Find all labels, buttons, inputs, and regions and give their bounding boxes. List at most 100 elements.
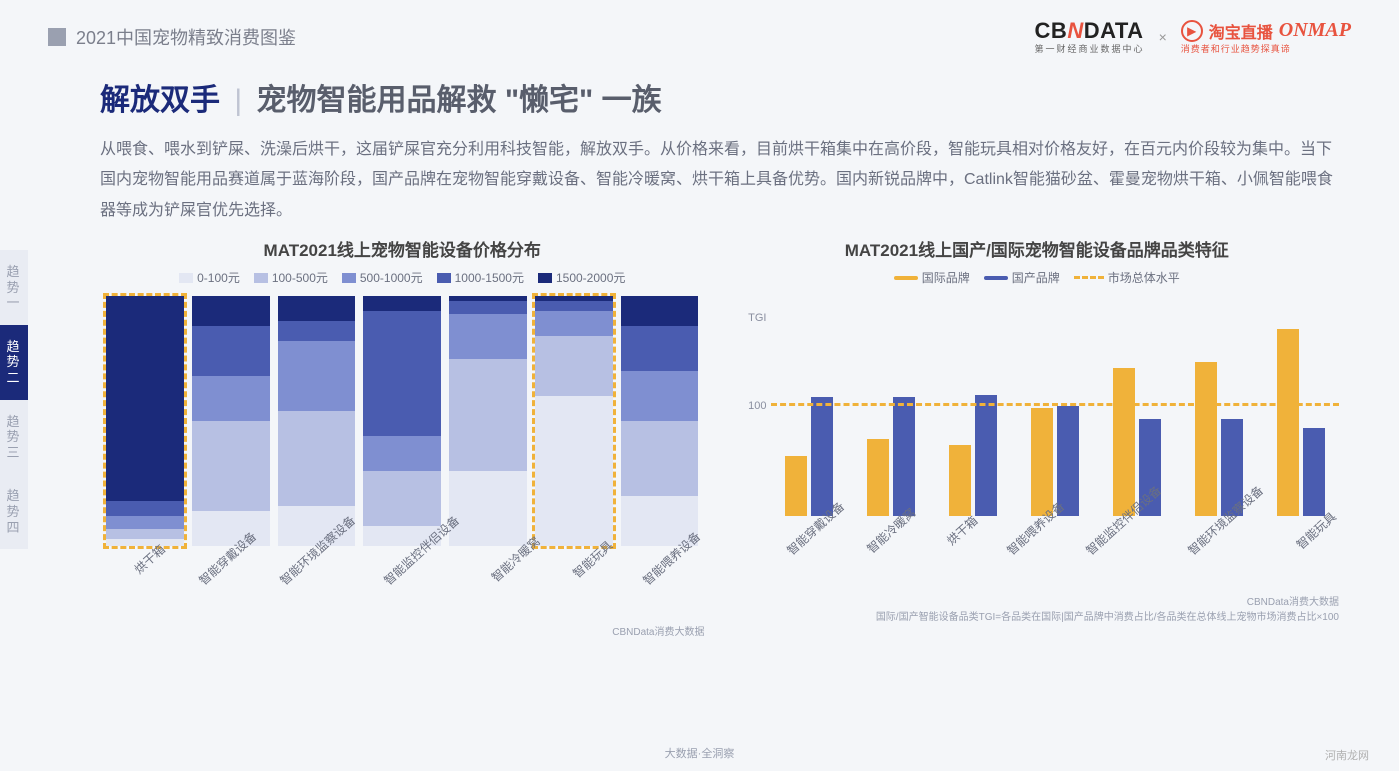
legend-swatch	[538, 273, 552, 283]
sidetab-3[interactable]: 趋势四	[0, 474, 28, 549]
legend-swatch	[984, 276, 1008, 280]
bar-domestic	[1057, 406, 1079, 516]
bar-intl	[1195, 362, 1217, 516]
legend-label: 1500-2000元	[556, 269, 625, 286]
bar-group	[1099, 296, 1175, 516]
logo1-pre: CB	[1035, 18, 1068, 43]
bar-segment	[449, 359, 527, 472]
logo-separator: ×	[1159, 29, 1167, 45]
right-chart-legend: 国际品牌 国产品牌 市场总体水平	[735, 269, 1340, 286]
sidetab-1[interactable]: 趋势二	[0, 325, 28, 400]
title-blue: 解放双手	[100, 84, 220, 117]
right-chart-title: MAT2021线上国产/国际宠物智能设备品牌品类特征	[735, 236, 1340, 261]
logo1-post: DATA	[1084, 18, 1144, 43]
bar-segment	[535, 396, 613, 546]
logo1-n: N	[1067, 18, 1083, 43]
left-chart-source: CBNData消费大数据	[100, 625, 705, 640]
bar-intl	[1277, 329, 1299, 516]
stacked-column	[449, 296, 527, 546]
right-chart-note: 国际/国产智能设备品类TGI=各品类在国际|国产品牌中消费占比/各品类在总体线上…	[876, 612, 1339, 623]
title-grey: 宠物智能用品解救 "懒宅" 一族	[256, 84, 661, 117]
header-square-icon	[48, 28, 66, 46]
header-logos: CBNDATA 第一财经商业数据中心 × ▶ 淘宝直播 ONMAP 消费者和行业…	[1035, 18, 1351, 55]
legend-label: 0-100元	[197, 269, 240, 286]
bar-segment	[278, 341, 356, 411]
page-header: 2021中国宠物精致消费图鉴 CBNDATA 第一财经商业数据中心 × ▶ 淘宝…	[0, 0, 1399, 63]
legend-label: 市场总体水平	[1108, 269, 1180, 286]
legend-item: 1500-2000元	[538, 269, 625, 286]
legend-label: 100-500元	[272, 269, 328, 286]
title-sep: |	[234, 84, 242, 117]
bar-segment	[278, 296, 356, 321]
main-title: 解放双手 | 宠物智能用品解救 "懒宅" 一族	[100, 75, 1339, 119]
legend-item: 1000-1500元	[437, 269, 524, 286]
legend-item: 国产品牌	[984, 269, 1060, 286]
bar-segment	[621, 326, 699, 371]
right-chart-yaxis: TGI 100	[735, 296, 771, 516]
side-tabs: 趋势一趋势二趋势三趋势四	[0, 250, 28, 549]
baseline-marker	[771, 403, 1340, 406]
bar-segment	[192, 421, 270, 511]
bar-segment	[106, 296, 184, 501]
bar-domestic	[893, 397, 915, 516]
logo2-en: ONMAP	[1279, 19, 1351, 42]
bar-segment	[535, 336, 613, 396]
bar-segment	[449, 471, 527, 546]
bar-group	[1181, 296, 1257, 516]
bar-segment	[535, 311, 613, 336]
cbndata-logo: CBNDATA 第一财经商业数据中心	[1035, 18, 1145, 55]
bar-group	[1263, 296, 1339, 516]
legend-item: 0-100元	[179, 269, 240, 286]
stacked-column	[106, 296, 184, 546]
bar-intl	[949, 445, 971, 517]
bar-segment	[449, 301, 527, 314]
onmap-logo: ▶ 淘宝直播 ONMAP 消费者和行业趋势探真谛	[1181, 19, 1351, 55]
legend-item: 100-500元	[254, 269, 328, 286]
bar-segment	[363, 311, 441, 436]
bar-segment	[192, 326, 270, 376]
legend-label: 1000-1500元	[455, 269, 524, 286]
stacked-column	[278, 296, 356, 546]
legend-item: 国际品牌	[894, 269, 970, 286]
bar-intl	[785, 456, 807, 517]
y-axis-label: 100	[748, 400, 766, 412]
left-chart-legend: 0-100元 100-500元 500-1000元 1000-1500元 1500-20…	[100, 269, 705, 286]
bar-segment	[621, 296, 699, 326]
page-footer: 大数据·全洞察	[0, 745, 1399, 761]
left-chart: MAT2021线上宠物智能设备价格分布 0-100元 100-500元 500-10…	[100, 236, 705, 640]
bar-domestic	[1303, 428, 1325, 516]
bar-segment	[535, 301, 613, 311]
bar-segment	[621, 421, 699, 496]
doc-title: 2021中国宠物精致消费图鉴	[76, 24, 296, 50]
sidetab-0[interactable]: 趋势一	[0, 250, 28, 325]
right-chart-xlabels: 智能穿戴设备智能冷暖窝烘干箱智能喂养设备智能监控伴侣设备智能环境监察设备智能玩具	[735, 522, 1340, 539]
taobao-icon: ▶	[1181, 20, 1203, 42]
bar-group	[853, 296, 929, 516]
legend-swatch	[342, 273, 356, 283]
left-chart-title: MAT2021线上宠物智能设备价格分布	[100, 236, 705, 261]
legend-label: 500-1000元	[360, 269, 423, 286]
bar-intl	[1031, 408, 1053, 516]
charts-row: MAT2021线上宠物智能设备价格分布 0-100元 100-500元 500-10…	[100, 236, 1339, 640]
bar-segment	[106, 501, 184, 516]
bar-segment	[363, 436, 441, 471]
left-chart-plot	[100, 296, 705, 546]
bar-segment	[192, 376, 270, 421]
stacked-column	[621, 296, 699, 546]
legend-label: 国际品牌	[922, 269, 970, 286]
right-chart-source: CBNData消费大数据 国际/国产智能设备品类TGI=各品类在国际|国产品牌中…	[735, 595, 1340, 625]
bar-domestic	[975, 395, 997, 516]
y-axis-label: TGI	[748, 312, 766, 324]
content-area: 解放双手 | 宠物智能用品解救 "懒宅" 一族 从喂食、喂水到铲屎、洗澡后烘干，…	[0, 63, 1399, 640]
stacked-column	[535, 296, 613, 546]
sidetab-2[interactable]: 趋势三	[0, 400, 28, 475]
bar-intl	[867, 439, 889, 516]
bar-segment	[621, 371, 699, 421]
legend-label: 国产品牌	[1012, 269, 1060, 286]
left-chart-xlabels: 烘干箱智能穿戴设备智能环境监察设备智能监控伴侣设备智能冷暖窝智能玩具智能喂养设备	[100, 552, 705, 569]
bar-segment	[363, 471, 441, 526]
stacked-column	[192, 296, 270, 546]
bar-group	[771, 296, 847, 516]
bar-segment	[449, 314, 527, 359]
right-chart: MAT2021线上国产/国际宠物智能设备品牌品类特征 国际品牌 国产品牌 市场总体水…	[735, 236, 1340, 640]
